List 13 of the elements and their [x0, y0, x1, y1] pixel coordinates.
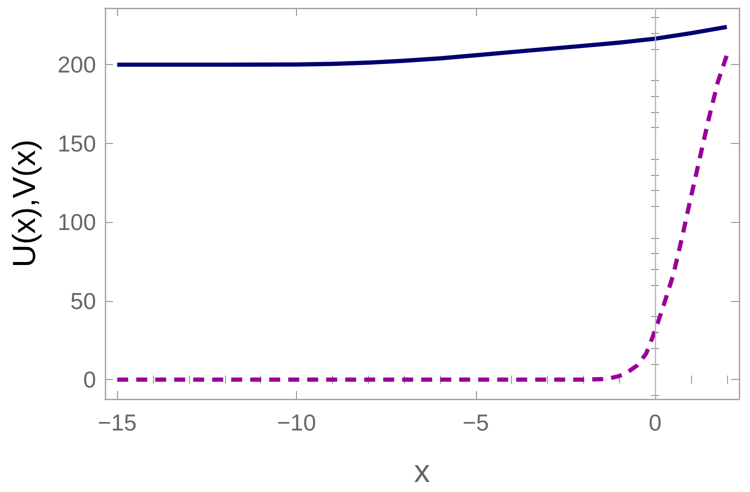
line-series [115, 53, 729, 382]
line-series [115, 24, 729, 67]
x-tick-label: −5 [462, 410, 489, 436]
y-axis-title: U(x),V(x) [6, 140, 42, 268]
y-tick-label: 0 [83, 366, 96, 393]
x-axis-title: x [414, 453, 430, 489]
y-tick-label: 50 [70, 288, 96, 314]
x-tick-label: 0 [648, 410, 662, 436]
y-tick-label: 100 [58, 209, 96, 236]
x-tick-label: −10 [276, 410, 316, 436]
y-tick-label: 150 [58, 130, 96, 156]
y-tick-label: 200 [58, 52, 96, 78]
x-tick-label: −15 [98, 410, 137, 436]
